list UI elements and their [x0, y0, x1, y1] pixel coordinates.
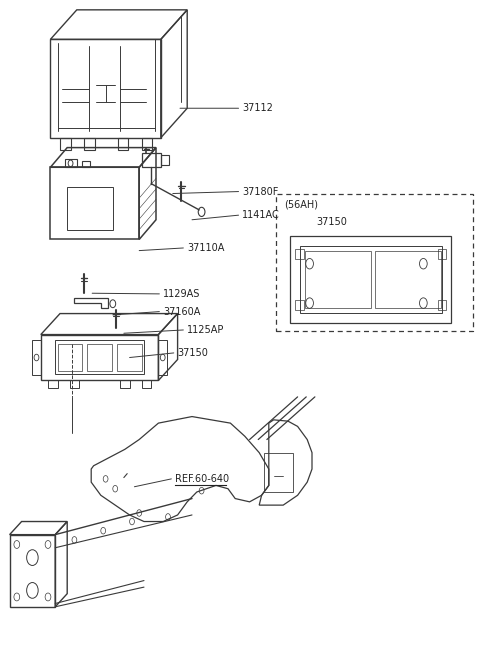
- Text: REF.60-640: REF.60-640: [175, 474, 229, 484]
- Text: 1125AP: 1125AP: [187, 325, 225, 335]
- Text: 37150: 37150: [317, 216, 348, 227]
- Text: 37160A: 37160A: [163, 306, 201, 317]
- Text: 37110A: 37110A: [187, 243, 225, 253]
- Bar: [374, 251, 441, 308]
- Bar: [117, 344, 142, 371]
- Bar: [300, 246, 442, 313]
- Text: 37180F: 37180F: [242, 186, 279, 197]
- Text: 1141AC: 1141AC: [242, 210, 280, 220]
- Bar: [55, 340, 144, 374]
- Bar: [276, 194, 473, 331]
- Bar: [58, 344, 83, 371]
- Bar: [87, 344, 112, 371]
- Text: (56AH): (56AH): [284, 199, 318, 210]
- Bar: [264, 453, 293, 492]
- Text: 37150: 37150: [178, 348, 208, 358]
- Text: 37112: 37112: [242, 103, 273, 113]
- Bar: [67, 187, 113, 230]
- Bar: [305, 251, 371, 308]
- Text: 1129AS: 1129AS: [163, 289, 201, 299]
